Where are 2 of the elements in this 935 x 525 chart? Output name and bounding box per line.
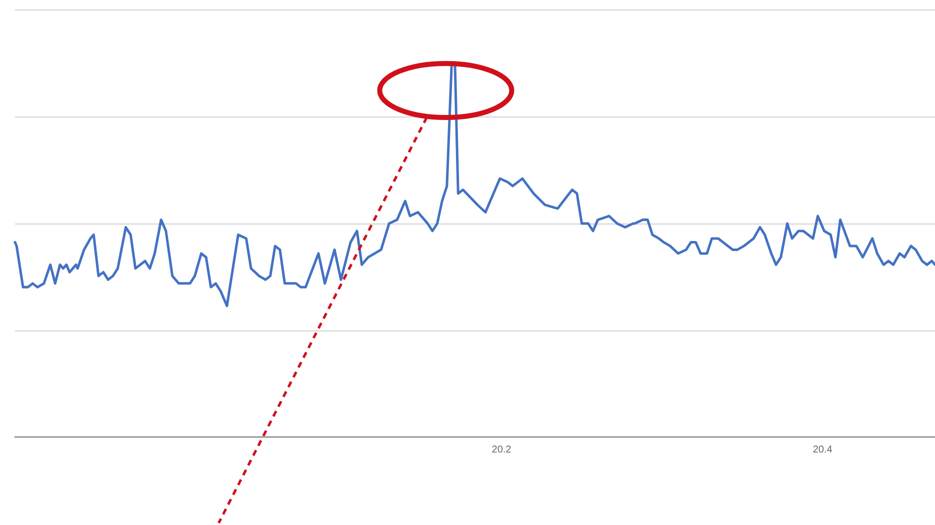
x-tick-label: 20.2 <box>492 444 512 456</box>
x-tick-label: 20.4 <box>812 444 833 456</box>
